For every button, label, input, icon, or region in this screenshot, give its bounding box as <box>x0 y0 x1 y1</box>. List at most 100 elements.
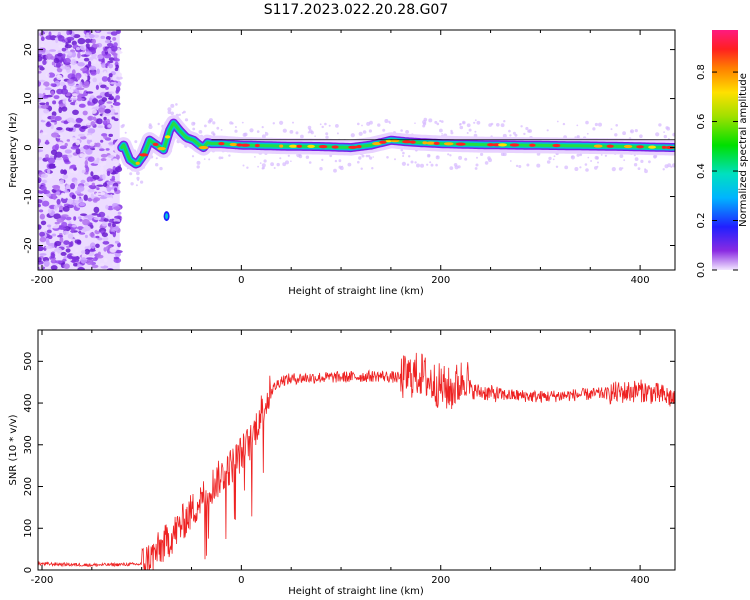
spectrogram-x-tick-label: 0 <box>238 275 244 286</box>
noise-speckle <box>103 258 108 263</box>
noise-speckle <box>88 34 95 39</box>
ridge-halo-dot <box>208 158 211 161</box>
noise-speckle <box>59 145 67 150</box>
noise-speckle <box>110 231 115 235</box>
figure-title: S117.2023.022.20.28.G07 <box>264 2 449 18</box>
noise-speckle <box>79 218 83 222</box>
ridge-halo-dot <box>234 126 237 128</box>
snr-frame <box>37 329 676 571</box>
noise-speckle <box>67 154 73 158</box>
noise-speckle <box>63 159 70 163</box>
ridge-halo-dot <box>447 153 450 156</box>
noise-speckle <box>64 44 73 49</box>
ridge-halo-dot <box>191 121 196 126</box>
ridge-hot-spot <box>455 142 466 146</box>
noise-speckle <box>92 77 97 83</box>
noise-speckle <box>39 102 46 106</box>
noise-speckle <box>73 216 77 221</box>
ridge-halo-dot <box>600 154 603 156</box>
ridge-halo-dot <box>528 129 532 133</box>
noise-speckle <box>77 62 85 67</box>
noise-speckle <box>66 79 74 84</box>
noise-speckle <box>113 101 121 106</box>
noise-speckle <box>38 199 43 204</box>
ridge-halo-dot <box>134 140 138 144</box>
ridge-halo-dot <box>357 160 360 164</box>
ridge-halo-dot <box>181 111 184 114</box>
noise-speckle <box>61 47 67 52</box>
noise-speckle <box>87 156 95 162</box>
noise-speckle <box>38 157 42 161</box>
ridge-halo-dot <box>548 156 552 161</box>
noise-speckle <box>63 120 69 125</box>
ridge-halo-dot <box>590 160 593 162</box>
noise-speckle <box>58 106 63 114</box>
noise-speckle <box>89 232 95 238</box>
noise-speckle <box>53 57 60 64</box>
ridge-halo-dot <box>198 130 203 134</box>
ridge-halo-dot <box>148 124 153 130</box>
ridge-halo-dot <box>457 165 461 169</box>
ridge-halo-dot <box>336 132 339 135</box>
noise-speckle <box>93 206 100 214</box>
noise-speckle <box>96 254 104 259</box>
ridge-halo-dot <box>212 133 216 136</box>
noise-speckle <box>90 109 97 114</box>
noise-speckle <box>91 213 99 216</box>
ridge-halo-dot <box>640 159 644 163</box>
ridge-halo-dot <box>358 156 362 160</box>
ridge-halo-dot <box>474 119 477 122</box>
noise-speckle <box>71 194 77 200</box>
noise-speckle <box>93 217 101 221</box>
noise-speckle <box>101 76 108 82</box>
ridge-halo-dot <box>335 124 339 128</box>
noise-speckle <box>95 235 100 239</box>
noise-speckle <box>59 227 66 230</box>
ridge-halo-dot <box>234 129 238 133</box>
noise-speckle <box>83 194 88 201</box>
noise-speckle <box>51 111 57 117</box>
ridge-halo-dot <box>436 122 440 126</box>
ridge-halo-dot <box>216 126 220 130</box>
noise-speckle <box>75 117 83 123</box>
ridge-halo-dot <box>428 118 433 123</box>
noise-speckle <box>97 251 101 256</box>
noise-speckle <box>101 63 106 68</box>
noise-speckle <box>43 108 49 114</box>
noise-speckle <box>62 258 67 262</box>
ridge-halo-dot <box>220 129 223 131</box>
noise-speckle <box>54 240 62 247</box>
ridge-halo-dot <box>663 134 667 139</box>
spectrogram-x-label: Height of straight line (km) <box>288 286 424 297</box>
ridge-hot-spot <box>433 141 440 145</box>
ridge-hot-spot <box>509 143 520 147</box>
ridge-halo-dot <box>553 155 556 158</box>
ridge-halo-dot <box>191 155 195 158</box>
ridge-halo-dot <box>466 123 471 128</box>
ridge-hot-spot <box>661 145 667 149</box>
spectrogram-x-tick-label: 400 <box>631 275 650 286</box>
ridge-halo-dot <box>637 167 641 171</box>
noise-speckle <box>38 93 44 98</box>
ridge-halo-dot <box>670 165 673 168</box>
ridge-halo-dot <box>594 122 599 127</box>
noise-speckle <box>99 148 105 152</box>
noise-speckle <box>112 158 119 163</box>
ridge-halo-dot <box>178 113 181 117</box>
noise-speckle <box>85 43 90 49</box>
noise-speckle <box>50 124 54 129</box>
ridge-halo-dot <box>526 163 530 167</box>
noise-speckle <box>38 70 42 74</box>
ridge-halo-dot <box>611 167 616 172</box>
noise-speckle <box>67 51 73 56</box>
noise-speckle <box>105 36 111 40</box>
ridge-halo-dot <box>633 154 636 157</box>
noise-speckle <box>80 135 87 140</box>
noise-speckle <box>53 95 60 100</box>
noise-speckle <box>114 215 122 219</box>
noise-speckle <box>76 75 80 81</box>
ridge-hot-spot <box>379 140 387 144</box>
ridge-halo-dot <box>449 154 452 157</box>
noise-speckle <box>103 71 107 77</box>
